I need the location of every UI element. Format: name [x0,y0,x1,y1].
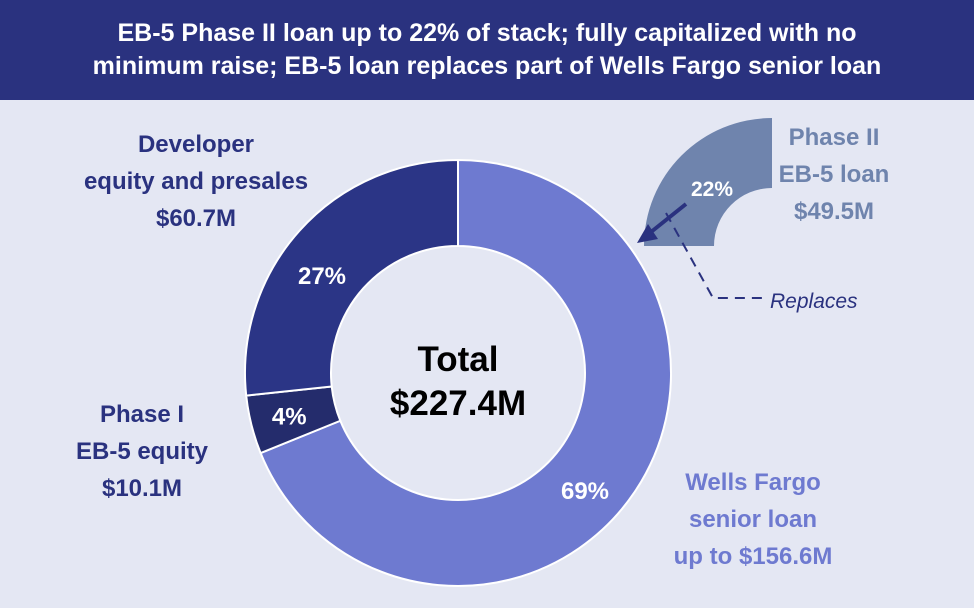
phase2-loan-callout: Phase II EB-5 loan $49.5M [745,119,923,230]
phase2-amount: $49.5M [793,198,875,225]
phase1-amount: $10.1M [101,475,183,502]
center-total-value: $227.4M [390,384,526,423]
developer-line-2: equity and presales [83,168,309,195]
phase1-line-2: EB-5 equity [75,438,209,465]
donut-slices [244,158,672,587]
exploded-percent-label: 22% [691,178,733,201]
title-bar: EB-5 Phase II loan up to 22% of stack; f… [0,0,974,100]
slice-developer-equity-and-presales [244,158,459,397]
phase1-line-1: Phase I [99,401,185,428]
phase2-line-1: Phase II [788,124,880,151]
title-line-1: EB-5 Phase II loan up to 22% of stack; f… [117,19,857,47]
slice-wells-fargo-senior-loan [259,158,672,587]
center-total-label: Total [417,340,498,379]
wells-fargo-callout: Wells Fargo senior loan up to $156.6M [630,464,876,575]
title-line-2: minimum raise; EB-5 loan replaces part o… [92,52,882,80]
percent-labels: 69% 4% 27% [272,263,609,505]
phase1-equity-callout: Phase I EB-5 equity $10.1M [30,396,254,507]
percent-label-3: 27% [298,263,346,290]
developer-amount: $60.7M [155,205,237,232]
developer-equity-callout: Developer equity and presales $60.7M [40,126,352,237]
wells-fargo-line-1: Wells Fargo [685,469,821,496]
percent-label-1: 69% [561,478,609,505]
wells-fargo-line-2: senior loan [688,506,818,533]
percent-label-2: 4% [272,403,307,430]
developer-line-1: Developer [137,131,255,158]
arrow-head-icon [637,224,658,243]
exploded-segment-group: 22% [637,118,772,299]
replaces-label: Replaces [770,290,858,313]
wells-fargo-amount: up to $156.6M [673,543,833,570]
phase2-line-2: EB-5 loan [778,161,890,188]
